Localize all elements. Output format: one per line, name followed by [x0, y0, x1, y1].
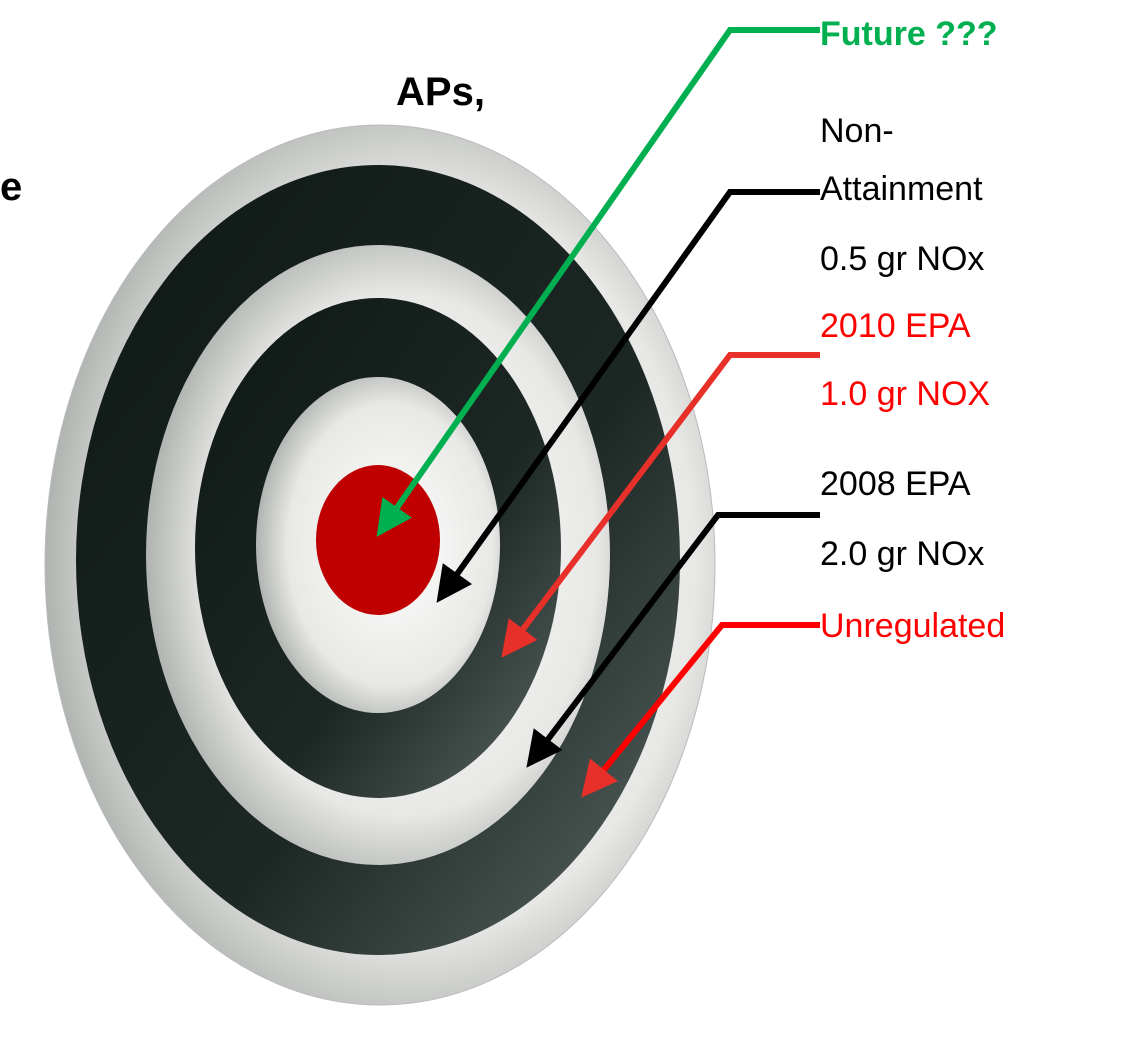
label: Unregulated — [820, 607, 1005, 645]
label: 0.5 gr NOx — [820, 240, 984, 278]
target — [45, 125, 715, 1005]
label: Attainment — [820, 170, 983, 208]
label: 2.0 gr NOx — [820, 535, 984, 573]
label: Non- — [820, 112, 894, 150]
label: 1.0 gr NOX — [820, 375, 990, 413]
label: 2008 EPA — [820, 465, 971, 503]
title-fragment: APs, — [396, 70, 485, 114]
label: 2010 EPA — [820, 307, 971, 345]
label: Future ??? — [820, 15, 998, 53]
slide: APs, e Future ??? Non- Attainment 0.5 gr… — [0, 0, 1130, 1037]
title-fragment: e — [0, 165, 22, 209]
bullseye — [316, 465, 440, 615]
